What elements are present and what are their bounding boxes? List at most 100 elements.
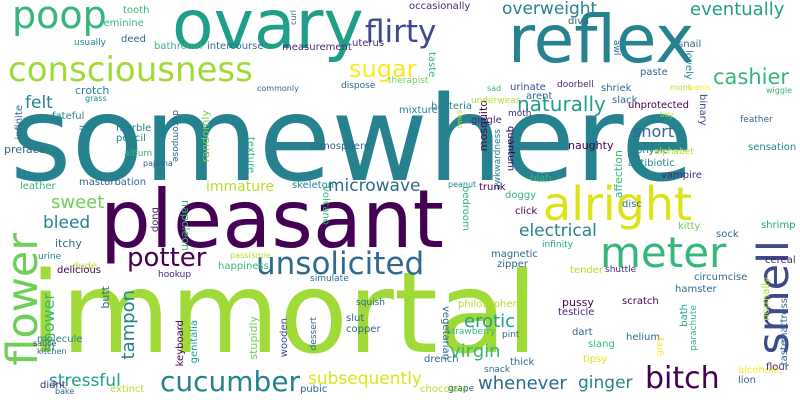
cloud-word: mixture [399, 105, 438, 116]
cloud-word: felt [25, 93, 53, 113]
cloud-word: bathroom [154, 41, 203, 52]
cloud-word: ovary [172, 0, 364, 65]
cloud-word: tampon [118, 290, 139, 360]
cloud-word: zipper [497, 259, 528, 270]
cloud-word: smell [456, 110, 464, 129]
cloud-word: usually [74, 38, 106, 48]
cloud-word: dude [72, 261, 98, 272]
cloud-word: unsolicited [256, 246, 425, 282]
cloud-word: dart [572, 327, 593, 338]
cloud-word: bacteria [431, 101, 473, 112]
cloud-word: affection [612, 150, 625, 199]
cloud-word: snack [484, 365, 511, 375]
cloud-word: unprotected [628, 100, 690, 111]
cloud-word: helium [626, 332, 661, 343]
cloud-word: bake [55, 387, 75, 396]
cloud-word: binary [697, 94, 708, 126]
cloud-word: sauce [33, 339, 57, 348]
cloud-word: disc [622, 199, 642, 210]
cloud-word: microwave [328, 176, 421, 196]
cloud-word: giggle [471, 115, 502, 126]
cloud-word: dispose [341, 81, 376, 91]
cloud-word: click [515, 206, 538, 217]
cloud-word: bitch [645, 361, 720, 396]
cloud-word: copper [346, 324, 381, 335]
cloud-word: paste [640, 67, 668, 78]
cloud-word: vampire [661, 170, 702, 181]
cloud-word: grass [85, 94, 107, 103]
cloud-word: cereal [765, 255, 796, 266]
cloud-word: grey [655, 336, 665, 357]
cloud-word: antibiotic [628, 158, 675, 169]
cloud-word: naughty [568, 139, 614, 152]
cloud-word: potter [127, 243, 207, 273]
cloud-word: commonly [257, 84, 299, 93]
cloud-word: slang [588, 339, 615, 350]
cloud-word: moth [508, 109, 532, 119]
cloud-word: wooden [279, 318, 290, 358]
cloud-word: bleed [43, 213, 91, 233]
cloud-word: therapist [388, 76, 429, 86]
cloud-word: drench [424, 354, 459, 365]
cloud-word: urine [38, 252, 62, 262]
cloud-word: snort [633, 122, 675, 141]
cloud-word: hamster [675, 284, 717, 295]
cloud-word: philosopher [458, 299, 517, 310]
cloud-word: awkwardness [493, 129, 503, 190]
cloud-word: butt [99, 286, 112, 309]
cloud-word: mosquito [477, 100, 490, 152]
cloud-word: molecule [37, 334, 83, 345]
cloud-word: deed [121, 34, 146, 45]
cloud-word: pencil [116, 133, 146, 144]
cloud-word: simulate [310, 274, 349, 284]
cloud-word: virgin [450, 341, 501, 362]
cloud-word: pubic [300, 384, 328, 395]
cloud-word: texture [245, 137, 256, 174]
cloud-word: somewhere [10, 70, 694, 208]
cloud-word: pint [502, 330, 520, 340]
cloud-word: pleasant [100, 173, 445, 266]
cloud-word: passrsmie [230, 251, 271, 260]
cloud-word: underwear [471, 96, 520, 106]
cloud-word: overweight [502, 0, 598, 19]
cloud-word: measurement [282, 42, 352, 53]
cloud-word: parachute [689, 305, 699, 351]
cloud-word: testicle [558, 307, 595, 318]
cloud-word: peanut [448, 180, 477, 189]
cloud-word: magnetic [491, 249, 538, 260]
cloud-word: penis [689, 83, 711, 92]
cloud-word: sweet [51, 192, 105, 213]
cloud-word: immortal [30, 249, 538, 379]
cloud-word: catcall [79, 125, 90, 158]
cloud-word: hookup [158, 270, 192, 280]
cloud-word: tidy [660, 111, 674, 119]
cloud-word: awl [611, 40, 621, 56]
cloud-word: lion [738, 375, 757, 386]
cloud-word: taste [426, 52, 437, 78]
cloud-word: dessert [309, 317, 319, 351]
cloud-word: blah [530, 173, 552, 184]
cloud-word: doorbell [557, 80, 594, 90]
cloud-word: quantum [505, 126, 516, 172]
cloud-word: kitchen [37, 347, 67, 356]
cloud-word: alcoholic [738, 365, 783, 376]
cloud-word: randomly [199, 110, 212, 163]
cloud-word: mattress [779, 298, 790, 343]
cloud-word: preface [4, 143, 46, 156]
cloud-word: stupidly [247, 316, 260, 360]
cloud-word: fateful [52, 111, 85, 122]
cloud-word: erotic [464, 311, 516, 332]
cloud-word: scratch [622, 296, 659, 307]
cloud-word: slut [346, 313, 365, 324]
cloud-word: arent [526, 91, 553, 102]
cloud-word: thick [510, 357, 535, 368]
cloud-word: grape [448, 384, 475, 394]
cloud-word: napoleon [179, 200, 192, 251]
cloud-word: volcano [320, 186, 331, 225]
cloud-word: sad [487, 84, 502, 93]
cloud-word: itchy [55, 237, 82, 250]
cloud-word: tipsy [583, 354, 608, 365]
cloud-word: slack [612, 95, 638, 106]
cloud-word: didnt [40, 380, 66, 391]
